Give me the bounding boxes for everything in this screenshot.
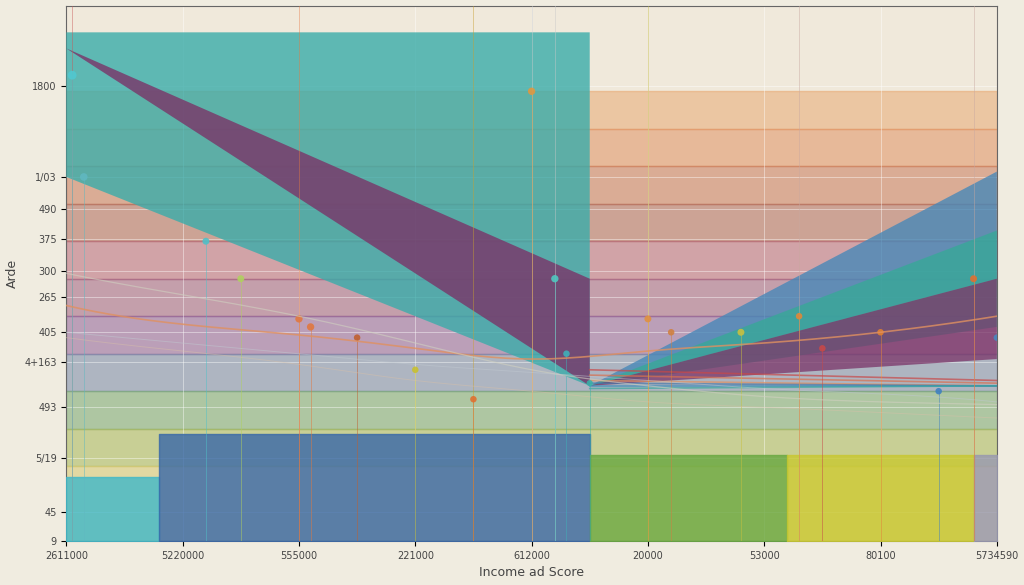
Point bbox=[931, 387, 947, 396]
Point bbox=[232, 274, 249, 283]
Bar bbox=[67, 429, 996, 466]
Point bbox=[814, 343, 830, 353]
Bar bbox=[67, 278, 996, 316]
Point bbox=[733, 328, 750, 337]
Point bbox=[523, 87, 540, 96]
Bar bbox=[67, 391, 996, 429]
Polygon shape bbox=[67, 49, 590, 386]
Point bbox=[76, 172, 92, 181]
Polygon shape bbox=[590, 278, 996, 386]
X-axis label: Income ad Score: Income ad Score bbox=[479, 566, 584, 580]
Point bbox=[791, 312, 807, 321]
Point bbox=[872, 328, 889, 337]
Point bbox=[663, 328, 679, 337]
Bar bbox=[67, 354, 996, 391]
Bar bbox=[67, 466, 996, 541]
Point bbox=[302, 322, 318, 332]
Polygon shape bbox=[590, 171, 996, 386]
Point bbox=[408, 365, 424, 374]
Bar bbox=[67, 91, 996, 129]
Bar bbox=[67, 204, 996, 241]
Point bbox=[640, 314, 656, 324]
Point bbox=[465, 394, 481, 404]
Bar bbox=[67, 166, 996, 204]
Bar bbox=[67, 5, 996, 91]
Polygon shape bbox=[67, 32, 590, 386]
Point bbox=[291, 314, 307, 324]
Point bbox=[988, 333, 1005, 342]
Point bbox=[349, 333, 366, 342]
Point bbox=[63, 71, 80, 80]
Bar bbox=[67, 316, 996, 354]
Point bbox=[582, 378, 598, 388]
Bar bbox=[67, 129, 996, 166]
Y-axis label: Arde: Arde bbox=[5, 259, 18, 288]
Point bbox=[558, 349, 574, 359]
Point bbox=[966, 274, 982, 283]
Polygon shape bbox=[590, 230, 996, 386]
Bar bbox=[67, 241, 996, 278]
Point bbox=[547, 274, 563, 283]
Point bbox=[198, 236, 214, 246]
